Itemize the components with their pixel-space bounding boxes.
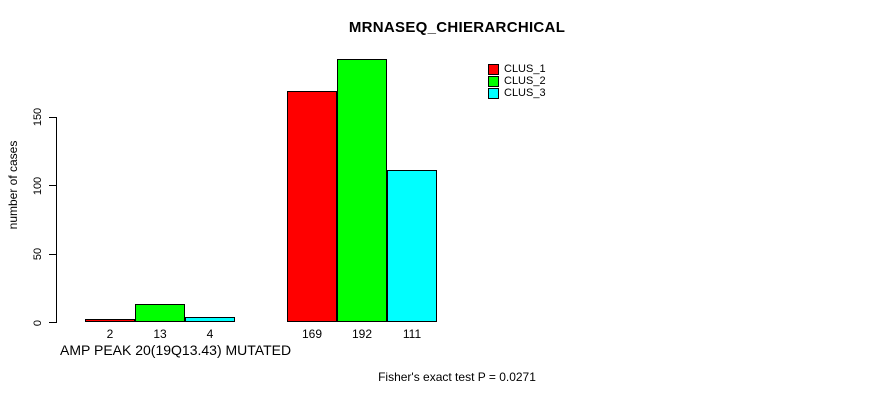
chart-title: MRNASEQ_CHIERARCHICAL (348, 19, 566, 36)
y-tick-0 (49, 322, 56, 323)
legend-label-clus_3: CLUS_3 (504, 87, 546, 99)
legend-row-clus_2: CLUS_2 (488, 76, 546, 87)
y-axis-line (56, 116, 57, 323)
bar-value-clus_3-group1: 4 (206, 327, 214, 341)
y-tick-150 (49, 116, 56, 118)
bar-value-clus_1-group1: 2 (106, 327, 114, 341)
bar-clus_3-group2 (387, 169, 437, 322)
bar-clus_1-group2 (287, 90, 337, 322)
legend-swatch-clus_3 (488, 88, 499, 99)
legend-label-clus_1: CLUS_1 (504, 63, 546, 75)
bar-value-clus_2-group1: 13 (153, 327, 167, 341)
legend-swatch-clus_2 (488, 76, 499, 87)
y-tick-label-100: 100 (32, 176, 44, 195)
fisher-test-note: Fisher's exact test P = 0.0271 (378, 370, 536, 384)
bar-clus_2-group1 (135, 304, 185, 322)
legend-swatch-clus_1 (488, 64, 499, 75)
y-tick-label-0: 0 (32, 319, 44, 326)
legend-row-clus_3: CLUS_3 (488, 88, 546, 99)
bar-value-clus_1-group2: 169 (301, 327, 323, 341)
y-tick-label-50: 50 (32, 247, 44, 261)
legend: CLUS_1 CLUS_2 CLUS_3 (488, 64, 546, 100)
bar-value-clus_2-group2: 192 (351, 327, 373, 341)
bar-clus_1-group1 (85, 319, 135, 322)
y-tick-label-150: 150 (32, 107, 44, 127)
legend-row-clus_1: CLUS_1 (488, 64, 546, 75)
x-axis-label: AMP PEAK 20(19Q13.43) MUTATED (60, 342, 292, 358)
legend-label-clus_2: CLUS_2 (504, 75, 546, 87)
y-tick-50 (49, 253, 56, 255)
bar-value-clus_3-group2: 111 (402, 327, 422, 341)
bar-clus_2-group2 (337, 59, 387, 322)
y-tick-100 (49, 185, 56, 186)
bar-clus_3-group1 (185, 316, 235, 322)
